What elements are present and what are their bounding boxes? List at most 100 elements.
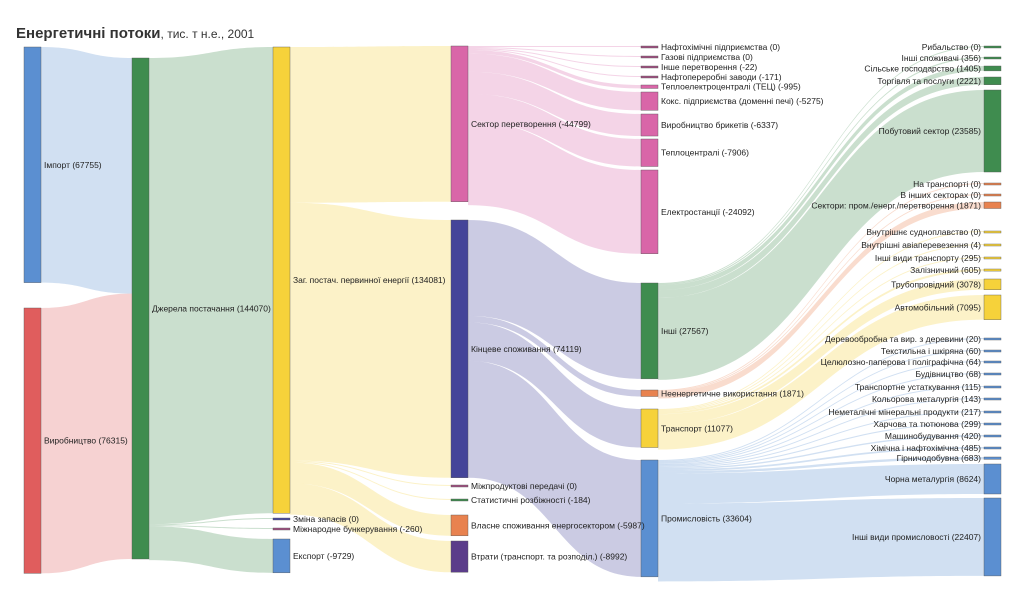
link-f_ind-to-i_nfm [658, 398, 984, 466]
link-f_trans-to-tr_pipe [658, 279, 984, 425]
node-bunkers [272, 527, 291, 531]
link-transform-to-t_coke [468, 53, 641, 111]
link-tpes-to-transform [290, 46, 451, 203]
node-label-interprod: Міжпродуктові передачі (0) [471, 481, 577, 491]
link-transform-to-t_heat [468, 93, 641, 167]
link-f_ind-to-i_constr [658, 373, 984, 464]
link-import-to-supply [41, 47, 132, 294]
node-label-final: Кінцеве споживання (74119) [471, 344, 582, 354]
node-label-f_ind: Промисловість (33604) [661, 513, 752, 523]
link-transform-to-t_elec [468, 121, 641, 254]
node-label-tr_air: Внутрішні авіаперевезення (4) [861, 240, 981, 250]
node-label-o_comm: Торгівля та послуги (2221) [877, 76, 981, 86]
link-f_nonen-to-n_ind [658, 202, 984, 399]
sankey-nodes [23, 45, 1002, 578]
sankey-links [41, 46, 984, 582]
node-label-t_refin: Нафтопереробні заводи (-171) [661, 72, 782, 82]
node-tr_road [983, 294, 1002, 320]
node-t_heat [640, 138, 659, 167]
node-label-transform: Сектор перетворення (-44799) [471, 119, 591, 129]
link-transform-to-t_gas [468, 47, 641, 57]
node-label-t_chp: Теплоелектроцентралі (ТЕЦ) (-995) [661, 82, 801, 92]
node-ownuse [450, 514, 469, 537]
link-f_other-to-o_resid [658, 90, 984, 380]
node-label-tr_pipe: Трубопровідний (3078) [891, 279, 981, 289]
node-interprod [450, 484, 469, 488]
node-o_fish [983, 45, 1002, 49]
node-statdiff [450, 498, 469, 502]
node-label-ownuse: Власне споживання енергосектором (-5987) [471, 520, 645, 530]
node-label-i_iron: Чорна металургія (8624) [885, 474, 981, 484]
link-transform-to-t_chp [468, 50, 641, 89]
node-label-export: Експорт (-9729) [293, 551, 354, 561]
node-t_petchem [640, 45, 659, 49]
link-supply-to-tpes [149, 47, 273, 525]
node-label-t_coke: Кокс. підприємства (доменні печі) (-5275… [661, 96, 824, 106]
link-f_ind-to-i_wood [658, 338, 984, 461]
link-f_ind-to-i_teq [658, 386, 984, 465]
node-tr_pipe [983, 278, 1002, 290]
node-i_teq [983, 385, 1002, 389]
link-transform-to-t_other [468, 48, 641, 67]
link-tpes-to-ownuse [290, 462, 451, 536]
node-label-bunkers: Міжнародне бункерування (-260) [293, 524, 422, 534]
node-label-t_other: Інше перетворення (-22) [661, 62, 757, 72]
node-i_iron [983, 463, 1002, 495]
node-label-i_mach: Машинобудування (420) [885, 431, 981, 441]
link-f_nonen-to-n_trans [658, 183, 984, 391]
node-label-f_nonen: Неенергетичне використання (1871) [661, 388, 804, 398]
node-label-i_food: Харчова та тютюнова (299) [873, 419, 981, 429]
node-n_trans [983, 182, 1002, 186]
sankey-labels: Імпорт (67755) Виробництво (76315) Джерела… [44, 42, 981, 562]
chart-title-sub: , тис. т н.е., 2001 [160, 27, 255, 41]
link-f_ind-to-i_other [658, 498, 984, 582]
link-f_ind-to-i_chem [658, 447, 984, 472]
node-label-tr_road: Автомобільний (7095) [895, 302, 982, 312]
link-transform-to-t_brick [468, 71, 641, 137]
node-f_trans [640, 408, 659, 448]
node-t_gas [640, 55, 659, 59]
node-tpes [272, 46, 291, 514]
node-label-i_constr: Будівництво (68) [915, 369, 981, 379]
link-final-to-f_other [468, 220, 641, 379]
node-f_other [640, 282, 659, 380]
link-production-to-supply [41, 293, 132, 574]
link-f_ind-to-i_iron [658, 464, 984, 504]
node-t_coke [640, 91, 659, 111]
node-label-o_resid: Побутовий сектор (23585) [879, 126, 982, 136]
node-label-statdiff: Статистичні розбіжності (-184) [471, 495, 591, 505]
node-t_other [640, 65, 659, 69]
node-label-n_other: В інших секторах (0) [900, 190, 981, 200]
node-i_text [983, 349, 1002, 353]
node-label-i_nmm: Неметалічні мінеральні продукти (217) [828, 407, 981, 417]
node-o_comm [983, 76, 1002, 85]
link-f_nonen-to-n_other [658, 194, 984, 392]
node-label-supply: Джерела постачання (144070) [152, 304, 271, 314]
node-label-f_trans: Транспорт (11077) [661, 423, 733, 433]
link-supply-to-bunkers [149, 525, 273, 529]
node-label-t_petchem: Нафтохімічні підприємства (0) [661, 42, 780, 52]
node-label-i_other: Інші види промисловості (22407) [852, 532, 981, 542]
link-tpes-to-statdiff [290, 461, 451, 500]
node-i_nmm [983, 410, 1002, 414]
link-final-to-f_trans [468, 322, 641, 448]
node-label-i_chem: Хімічна і нафтохімічна (485) [871, 443, 982, 453]
node-supply [131, 57, 150, 560]
link-f_other-to-o_nspec [658, 57, 984, 286]
link-final-to-f_nonen [468, 315, 641, 397]
link-supply-to-export [149, 526, 273, 573]
node-label-tpes: Заг. постач. первинної енергії (134081) [293, 275, 446, 285]
link-f_ind-to-i_paper [658, 361, 984, 463]
node-label-t_heat: Теплоцентралі (-7906) [661, 148, 749, 158]
node-label-i_mine: Гірничодобувна (683) [897, 453, 982, 463]
node-i_other [983, 497, 1002, 577]
node-label-i_teq: Транспортне устаткування (115) [855, 382, 981, 392]
node-t_refin [640, 75, 659, 79]
node-i_mine [983, 456, 1002, 460]
node-export [272, 538, 291, 574]
link-f_trans-to-tr_air [658, 244, 984, 411]
chart-title: Енергетичні потоки, тис. т н.е., 2001 [16, 25, 254, 42]
link-f_trans-to-tr_nspec [658, 257, 984, 413]
node-label-o_nspec: Інші споживачі (356) [901, 53, 981, 63]
